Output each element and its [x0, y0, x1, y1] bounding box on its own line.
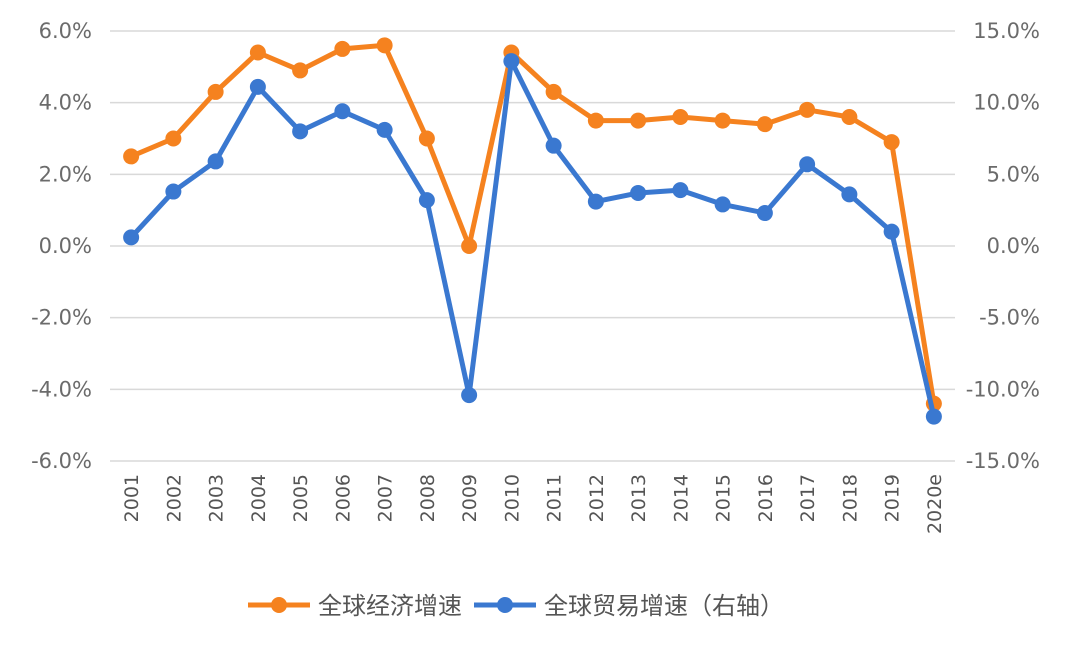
legend-marker-2: [497, 597, 513, 613]
legend-marker-1: [271, 597, 287, 613]
x-tick-label: 2018: [839, 474, 861, 522]
series-2-point: [799, 156, 816, 173]
x-tick-label: 2015: [713, 474, 735, 522]
series-2-point: [334, 103, 351, 120]
left-tick-label: 2.0%: [39, 162, 92, 186]
series-2-point: [545, 137, 562, 154]
x-tick-label: 2012: [586, 474, 608, 522]
x-tick-label: 2007: [375, 474, 397, 522]
x-tick-label: 2006: [332, 474, 354, 522]
series-1-point: [334, 40, 351, 57]
series-2-point: [756, 205, 773, 222]
right-tick-label: -15.0%: [966, 449, 1040, 473]
series-line-2: [128, 58, 937, 420]
left-tick-label: 6.0%: [39, 19, 92, 43]
series-2-point: [925, 408, 942, 425]
x-tick-label: 2013: [628, 474, 650, 522]
series-2-point: [165, 183, 182, 200]
series-1-point: [292, 62, 309, 79]
series-2-point: [461, 387, 478, 404]
x-tick-label: 2009: [459, 474, 481, 522]
gridlines: [110, 30, 955, 462]
series-1-point: [714, 112, 731, 129]
series-2-point: [503, 53, 520, 70]
series-2-point: [672, 182, 689, 199]
left-tick-label: 0.0%: [39, 234, 92, 258]
x-tick-label: 2008: [417, 474, 439, 522]
left-tick-label: -6.0%: [31, 449, 92, 473]
legend: 全球经济增速 全球贸易增速（右轴）: [248, 592, 784, 620]
series-2-point: [630, 184, 647, 201]
series-2-point: [883, 223, 900, 240]
series-1-point: [165, 130, 182, 147]
series-2-point: [376, 121, 393, 138]
left-y-axis: 6.0% 4.0% 2.0% 0.0% -2.0% -4.0% -6.0%: [31, 19, 92, 473]
series-group: [123, 37, 942, 425]
series-1-point: [418, 130, 435, 147]
series-1-point: [756, 116, 773, 133]
series-2-point: [714, 196, 731, 213]
x-tick-label: 2014: [670, 474, 692, 522]
x-tick-label: 2005: [290, 474, 312, 522]
legend-label-1: 全球经济增速: [318, 592, 462, 620]
series-2-point: [418, 192, 435, 209]
x-tick-label: 2004: [248, 474, 270, 522]
series-1-point: [461, 238, 478, 254]
x-tick-label: 2002: [163, 474, 185, 522]
left-tick-label: 4.0%: [39, 91, 92, 115]
series-2-point: [587, 193, 604, 210]
series-1-point: [630, 112, 647, 129]
x-tick-label: 2020e: [924, 474, 946, 534]
series-1-point: [587, 112, 604, 129]
x-axis: 2001 2002 2003 2004 2005 2006 2007 2008 2009 2010…: [121, 474, 946, 534]
x-tick-label: 2017: [797, 474, 819, 522]
series-1-point: [883, 134, 900, 151]
right-tick-label: -10.0%: [966, 377, 1040, 401]
series-1-point: [123, 148, 140, 165]
right-tick-label: 5.0%: [987, 162, 1040, 186]
series-1-point: [207, 83, 224, 100]
x-tick-label: 2003: [206, 474, 228, 522]
series-2-point: [207, 153, 224, 170]
x-tick-label: 2010: [501, 474, 523, 522]
x-tick-label: 2001: [121, 474, 143, 522]
series-1-point: [799, 101, 816, 118]
right-tick-label: 0.0%: [987, 234, 1040, 258]
series-1-point: [249, 44, 266, 61]
series-1-point: [672, 109, 689, 125]
series-2-point: [249, 78, 266, 95]
x-tick-label: 2016: [755, 474, 777, 522]
series-2-point: [841, 186, 858, 203]
series-1-point: [841, 109, 858, 125]
left-tick-label: -4.0%: [31, 377, 92, 401]
x-tick-label: 2011: [544, 474, 566, 522]
right-tick-label: 15.0%: [973, 19, 1040, 43]
series-1-point: [376, 37, 393, 54]
right-y-axis: 15.0% 10.0% 5.0% 0.0% -5.0% -10.0% -15.0%: [966, 19, 1040, 473]
legend-label-2: 全球贸易增速（右轴）: [544, 592, 784, 620]
left-tick-label: -2.0%: [31, 306, 92, 330]
series-2-point: [292, 123, 309, 140]
x-tick-label: 2019: [882, 474, 904, 522]
right-tick-label: -5.0%: [979, 306, 1040, 330]
series-2-point: [123, 229, 140, 246]
series-1-point: [545, 83, 562, 100]
right-tick-label: 10.0%: [973, 91, 1040, 115]
